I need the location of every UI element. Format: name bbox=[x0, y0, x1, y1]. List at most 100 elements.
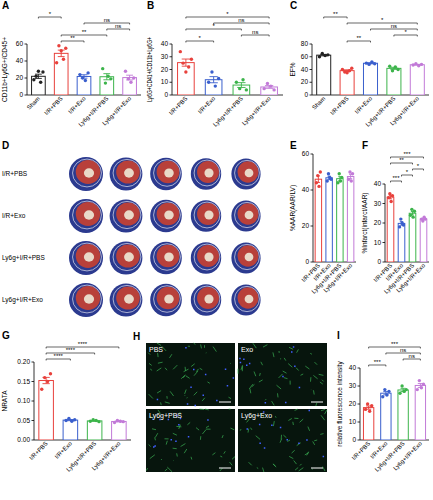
heart-lumen bbox=[204, 169, 213, 178]
x-tick-label: I/R+Exo bbox=[354, 95, 374, 115]
heart-area bbox=[116, 244, 140, 267]
y-tick-label: 0 bbox=[304, 91, 308, 98]
row-label: Ly6g+I/R+Exo bbox=[2, 296, 43, 304]
y-tick bbox=[358, 368, 361, 369]
heart-contour bbox=[113, 285, 141, 312]
heart-area bbox=[237, 245, 258, 267]
y-tick-label: 60 bbox=[16, 40, 24, 47]
y-tick bbox=[383, 203, 386, 204]
plot-marks bbox=[363, 379, 425, 440]
data-point bbox=[269, 84, 272, 87]
bar bbox=[39, 381, 54, 440]
heart-lumen bbox=[164, 168, 173, 177]
y-tick-label: 0 bbox=[305, 258, 309, 265]
comparison-bracket bbox=[61, 35, 107, 37]
y-tick-label: 30 bbox=[161, 53, 169, 60]
y-tick bbox=[383, 184, 386, 185]
heart-lumen bbox=[245, 253, 254, 262]
comparison-bracket bbox=[46, 353, 95, 355]
y-tick-label: 10 bbox=[349, 418, 357, 425]
bar bbox=[326, 178, 332, 262]
y-tick bbox=[170, 95, 173, 96]
y-tick bbox=[32, 362, 35, 363]
data-point bbox=[266, 82, 269, 85]
heart-contour bbox=[194, 244, 220, 270]
comparison-bracket bbox=[46, 359, 70, 361]
data-point bbox=[317, 185, 320, 188]
panel-label: E bbox=[290, 140, 297, 151]
y-tick-label: 40 bbox=[161, 40, 169, 47]
y-tick-label: 20 bbox=[16, 74, 24, 81]
y-tick-label: 0.15 bbox=[17, 378, 30, 385]
data-point bbox=[416, 388, 419, 391]
row-label: Ly6g+I/R+PBS bbox=[2, 254, 45, 262]
error-bar bbox=[349, 174, 352, 178]
data-point bbox=[350, 179, 353, 182]
plot-marks bbox=[32, 44, 137, 95]
comparison-bracket bbox=[413, 169, 424, 171]
data-point bbox=[104, 81, 107, 84]
y-tick-label: 0 bbox=[19, 91, 23, 98]
comparison-bracket bbox=[46, 347, 119, 349]
heart-lumen bbox=[245, 169, 254, 178]
significance-label: * bbox=[49, 11, 52, 17]
heart-contour bbox=[235, 160, 260, 185]
data-point bbox=[389, 200, 392, 203]
heart-area bbox=[237, 161, 258, 183]
significance-label: * bbox=[417, 163, 420, 169]
heart-lumen bbox=[164, 252, 173, 261]
x-tick-label: Sham bbox=[26, 95, 41, 110]
y-tick bbox=[310, 82, 313, 83]
bar bbox=[387, 197, 394, 262]
data-point bbox=[411, 215, 414, 218]
heart-lumen bbox=[164, 210, 173, 219]
panel-label: H bbox=[133, 331, 140, 342]
data-point bbox=[398, 225, 401, 228]
y-tick bbox=[170, 56, 173, 57]
y-tick bbox=[383, 262, 386, 263]
bar bbox=[398, 223, 405, 262]
significance-label: **** bbox=[54, 353, 64, 359]
data-point bbox=[37, 70, 40, 73]
y-tick bbox=[310, 95, 313, 96]
significance-label: ** bbox=[399, 157, 404, 163]
data-point bbox=[340, 176, 343, 179]
y-tick-label: 30 bbox=[374, 200, 382, 207]
error-bar bbox=[383, 392, 388, 395]
y-axis-label: Ly6G+CD41+/CD11b+Ly6G+ bbox=[146, 37, 154, 102]
data-point bbox=[351, 172, 354, 175]
y-tick-label: 20 bbox=[301, 78, 309, 85]
significance-label: * bbox=[212, 23, 215, 29]
x-tick-label: Ly6g+I/R+Exo bbox=[322, 262, 353, 293]
bar bbox=[410, 65, 424, 95]
y-tick bbox=[358, 440, 361, 441]
x-tick-label: I/R+Exo bbox=[197, 95, 217, 115]
bar bbox=[178, 63, 195, 95]
y-tick-label: 30 bbox=[349, 382, 357, 389]
fluorescence bbox=[148, 343, 231, 405]
nuclei bbox=[157, 348, 234, 406]
panel-label: I bbox=[337, 330, 340, 341]
error-bar bbox=[103, 74, 110, 80]
y-tick bbox=[311, 154, 314, 155]
heart-section bbox=[191, 200, 221, 232]
comparison-bracket bbox=[186, 17, 269, 19]
bar bbox=[347, 177, 353, 263]
y-tick bbox=[25, 95, 28, 96]
heart-lumen bbox=[204, 295, 213, 304]
heart-area bbox=[76, 202, 100, 226]
panel-label: F bbox=[362, 140, 368, 151]
comparison-bracket bbox=[402, 175, 413, 177]
data-point bbox=[217, 77, 220, 80]
x-tick-label: Ly6g+I/R+Exo bbox=[389, 95, 420, 126]
error-bar bbox=[418, 383, 423, 387]
significance-label: ns bbox=[400, 347, 406, 353]
y-axis-label: relative fluorescence intensity bbox=[336, 361, 344, 447]
y-tick-label: 0 bbox=[352, 436, 356, 443]
y-tick bbox=[358, 422, 361, 423]
error-bar bbox=[328, 176, 331, 179]
y-axis-label: NRATA bbox=[1, 390, 8, 412]
error-bar bbox=[182, 59, 190, 66]
data-point bbox=[381, 395, 384, 398]
heart-contour bbox=[73, 285, 102, 313]
